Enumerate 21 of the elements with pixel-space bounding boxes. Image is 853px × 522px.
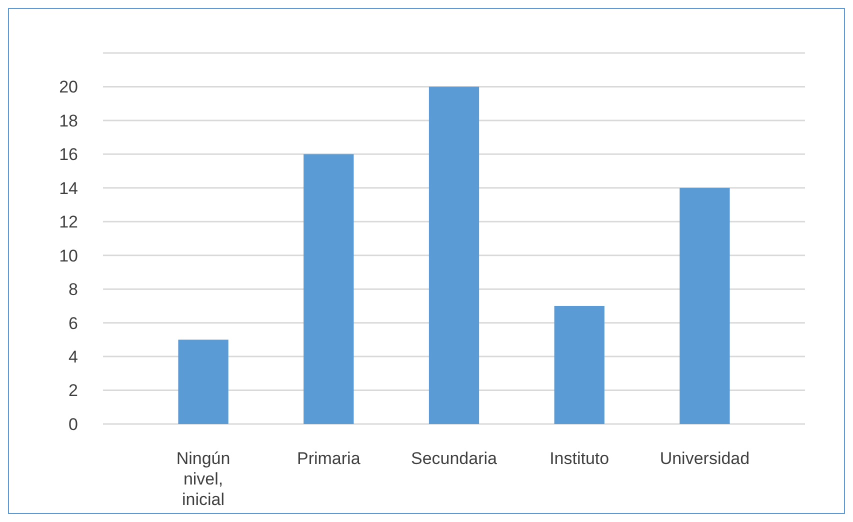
y-tick-label: 4 — [68, 347, 78, 366]
bar — [680, 188, 730, 424]
y-tick-label: 10 — [59, 246, 78, 266]
x-tick-label: Instituto — [550, 449, 610, 468]
y-tick-label: 20 — [59, 78, 78, 97]
x-tick-label: Universidad — [660, 449, 750, 468]
y-tick-label: 18 — [59, 111, 78, 130]
y-tick-label: 8 — [68, 280, 78, 300]
x-tick-label: Ningún nivel, inicial — [176, 449, 230, 509]
bar — [304, 154, 354, 424]
x-tick-label: Primaria — [296, 449, 361, 468]
y-tick-label: 2 — [68, 381, 78, 400]
y-tick-label: 6 — [68, 314, 78, 333]
bar — [428, 86, 480, 424]
y-tick-label: 14 — [59, 178, 78, 198]
y-tick-label: 0 — [68, 414, 78, 434]
x-tick-label: Secundaria — [410, 449, 498, 468]
bar — [554, 306, 604, 424]
y-tick-label: 16 — [59, 145, 78, 164]
bar — [178, 340, 228, 424]
y-tick-label: 12 — [59, 212, 78, 232]
